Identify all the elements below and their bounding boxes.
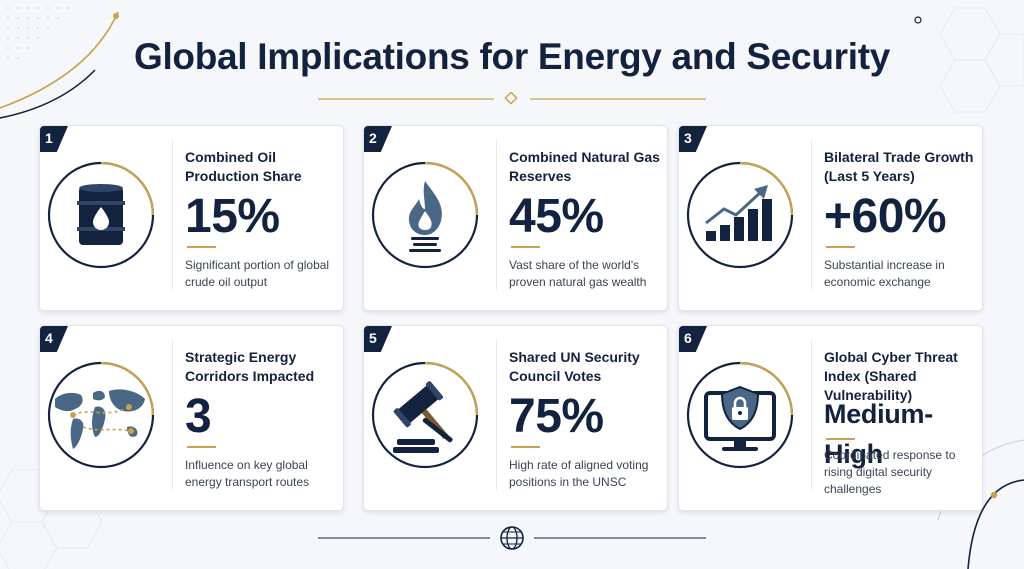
card-label: Bilateral Trade Growth (Last 5 Years) — [824, 149, 974, 184]
stat-card-un-votes: 5 Shared UN Security Council Votes 75% H… — [363, 325, 668, 511]
globe-icon — [500, 526, 524, 550]
card-label: Combined Oil Production Share — [185, 149, 302, 184]
card-label: Strategic Energy Corridors Impacted — [185, 349, 315, 384]
oil-barrel-icon — [43, 157, 159, 273]
card-value: 75% — [509, 390, 604, 443]
card-description: Vast share of the world's proven natural… — [509, 258, 647, 289]
card-divider — [811, 140, 812, 290]
stat-card-oil-production: 1 Combined Oil Production Share 15% Sign… — [39, 125, 344, 311]
world-map-icon — [43, 357, 159, 473]
card-number-badge: 2 — [364, 126, 392, 152]
card-accent-line — [511, 246, 540, 248]
card-description: Substantial increase in economic exchang… — [824, 258, 945, 289]
card-accent-line — [511, 446, 540, 448]
card-description: Significant portion of global crude oil … — [185, 258, 330, 289]
card-number-badge: 1 — [40, 126, 68, 152]
card-divider — [811, 340, 812, 490]
card-number-badge: 4 — [40, 326, 68, 352]
card-description: High rate of aligned voting positions in… — [509, 458, 649, 489]
card-value: +60% — [824, 190, 947, 243]
stat-card-natural-gas: 2 Combined Natural Gas Reserves 45% Vast… — [363, 125, 668, 311]
gas-flame-icon — [367, 157, 483, 273]
card-divider — [496, 340, 497, 490]
card-number-badge: 3 — [679, 126, 707, 152]
card-value: Medium-High — [824, 399, 933, 469]
shield-lock-monitor-icon — [682, 357, 798, 473]
card-accent-line — [187, 446, 216, 448]
gavel-icon — [367, 357, 483, 473]
card-divider — [172, 340, 173, 490]
card-label: Global Cyber Threat Index (Shared Vulner… — [824, 349, 958, 403]
card-description: Influence on key global energy transport… — [185, 458, 310, 489]
card-number-badge: 6 — [679, 326, 707, 352]
title-ornament — [318, 92, 706, 105]
card-divider — [496, 140, 497, 290]
card-value: 3 — [185, 390, 212, 443]
card-accent-line — [826, 438, 855, 440]
card-label: Combined Natural Gas Reserves — [509, 149, 660, 184]
stat-card-cyber-threat: 6 Global Cyber Threat Index (Shared Vuln… — [678, 325, 983, 511]
card-label: Shared UN Security Council Votes — [509, 349, 640, 384]
card-description: Coordinated response to rising digital s… — [824, 448, 956, 496]
growth-chart-icon — [682, 157, 798, 273]
stat-card-trade-growth: 3 Bilateral Trade Growth (Last 5 Years) … — [678, 125, 983, 311]
card-value: 15% — [185, 190, 280, 243]
footer-ornament — [318, 526, 706, 550]
stat-card-energy-corridors: 4 Strategic Energy Corridors Impacted 3 … — [39, 325, 344, 511]
card-number-badge: 5 — [364, 326, 392, 352]
card-accent-line — [826, 246, 855, 248]
card-value: 45% — [509, 190, 604, 243]
card-divider — [172, 140, 173, 290]
page-title: Global Implications for Energy and Secur… — [133, 36, 891, 77]
card-accent-line — [187, 246, 216, 248]
